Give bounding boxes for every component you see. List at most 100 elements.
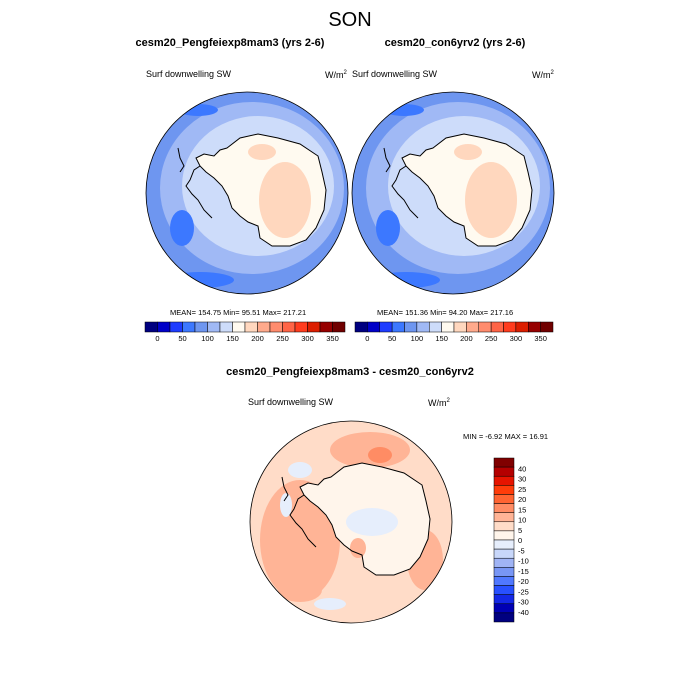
panel3-colorbar-swatch	[493, 457, 515, 468]
panel2-title: cesm20_con6yrv2 (yrs 2-6)	[384, 37, 526, 49]
panel3-colorbar-tick-label: 40	[518, 464, 526, 473]
panel2-colorbar-tick-label: 250	[485, 334, 498, 343]
panel2-colorbar-tick-label: 50	[388, 334, 396, 343]
panel1-map-border	[145, 91, 349, 295]
panel2-east-antarctica-high	[465, 162, 517, 238]
panel1-colorbar-swatch	[144, 321, 158, 333]
panel2-units: W/m2	[532, 70, 554, 80]
panel1-colorbar-swatch	[194, 321, 208, 333]
panel3-colorbar-swatch	[493, 475, 515, 486]
panel3-colorbar-tick-label: -30	[518, 598, 529, 607]
panel3-colorbar-swatch	[493, 466, 515, 477]
panel1-colorbar-swatch	[269, 321, 283, 333]
panel3-colorbar-swatch	[493, 512, 515, 523]
panel3-colorbar-tick-label: -10	[518, 557, 529, 566]
panel2-colorbar-swatch	[429, 321, 442, 333]
panel3-south-america-tip	[281, 476, 289, 502]
panel1-colorbar-tick-label: 150	[226, 334, 239, 343]
panel3-colorbar-tick-label: 25	[518, 485, 526, 494]
panel2-colorbar-swatch	[478, 321, 492, 333]
panel3-positive-north	[330, 432, 410, 468]
panel2-map	[351, 91, 555, 295]
panel3-colorbar-swatch	[493, 576, 515, 586]
panel1-colorbar-swatch	[232, 321, 246, 333]
panel2-colorbar-swatch	[453, 321, 467, 333]
panel2-map-border	[351, 91, 555, 295]
panel1-units: W/m2	[325, 70, 347, 80]
panel1-colorbar-swatch	[169, 321, 183, 333]
panel1-map	[145, 91, 349, 295]
panel3-negative-south	[314, 598, 346, 610]
panel3-colorbar-tick-label: 20	[518, 495, 526, 504]
panel1-peninsula	[185, 165, 213, 219]
panel3-colorbar-swatch	[493, 567, 515, 577]
panel3-colorbar-swatch	[493, 485, 515, 495]
panel3-land-negative	[346, 508, 398, 536]
panel2-colorbar-tick-label: 150	[435, 334, 448, 343]
panel1-colorbar-tick-label: 50	[178, 334, 186, 343]
panel1-coastline	[195, 133, 327, 247]
panel1-colorbar-swatch	[182, 321, 196, 333]
panel3-map	[249, 420, 453, 624]
panel3-colorbar-tick-label: -20	[518, 577, 529, 586]
panel3-map-border	[249, 420, 453, 624]
panel2-colorbar-swatch	[416, 321, 430, 333]
panel2-colorbar-swatch	[354, 321, 368, 333]
panel2-colorbar-tick-label: 200	[460, 334, 473, 343]
panel1-colorbar-tick-label: 350	[326, 334, 339, 343]
panel3-colorbar-swatch	[493, 585, 515, 595]
panel1-colorbar-swatch	[257, 321, 271, 333]
panel2-colorbar-swatch	[391, 321, 405, 333]
panel1-south-america-tip	[177, 147, 185, 173]
panel3-colorbar-swatch	[493, 594, 515, 605]
panel3-colorbar-swatch	[493, 503, 515, 513]
panel3-colorbar-swatch	[493, 612, 515, 623]
panel1-colorbar-swatch	[219, 321, 233, 333]
panel3-colorbar-tick-label: 0	[518, 536, 522, 545]
panel3-positive-peak	[368, 447, 392, 463]
panel3-colorbar-tick-label: -5	[518, 546, 525, 555]
panel1-colorbar-tick-label: 100	[201, 334, 214, 343]
panel3-title: cesm20_Pengfeiexp8mam3 - cesm20_con6yrv2	[226, 366, 474, 378]
panel2-stats: MEAN= 151.36 Min= 94.20 Max= 217.16	[377, 308, 514, 317]
panel2-colorbar-swatch	[490, 321, 504, 333]
panel3-colorbar-tick-label: -25	[518, 587, 529, 596]
panel3-colorbar-swatch	[493, 548, 515, 559]
panel1-colorbar-swatch	[207, 321, 221, 333]
panel2-colorbar-tick-label: 350	[534, 334, 547, 343]
panel1-colorbar-tick-label: 300	[301, 334, 314, 343]
panel1-colorbar-swatch	[294, 321, 308, 333]
panel2-colorbar-swatch	[441, 321, 455, 333]
panel3-colorbar-swatch	[493, 521, 515, 532]
panel1-stats: MEAN= 154.75 Min= 95.51 Max= 217.21	[170, 308, 307, 317]
panel2-colorbar-swatch	[379, 321, 393, 333]
panel2-colorbar: 0 50 100 150 200 250 300 350	[354, 321, 554, 343]
panel2-colorbar-swatch	[515, 321, 529, 333]
panel3-colorbar-swatch	[493, 539, 515, 550]
panel2-colorbar-swatch	[466, 321, 479, 333]
panel3-positive-west	[260, 480, 340, 600]
panel3-colorbar-tick-label: 15	[518, 505, 526, 514]
panel2-coastline	[401, 133, 533, 247]
panel3-colorbar-swatch	[493, 557, 515, 568]
panel1-colorbar-tick-label: 0	[155, 334, 159, 343]
panel1-title: cesm20_Pengfeiexp8mam3 (yrs 2-6)	[135, 37, 325, 49]
panel2-colorbar-swatch	[528, 321, 541, 333]
panel3-colorbar-tick-label: -15	[518, 567, 529, 576]
panel3-stats: MIN = -6.92 MAX = 16.91	[463, 432, 549, 441]
panel3-colorbar-tick-label: 5	[518, 526, 522, 535]
panel2-colorbar-tick-label: 0	[365, 334, 369, 343]
panel3-land-positive	[350, 538, 366, 558]
panel3-colorbar-swatch	[493, 603, 515, 614]
panel2-colorbar-swatch	[404, 321, 418, 333]
panel3-positive-southwest	[278, 578, 322, 602]
figure-title: SON	[328, 9, 372, 31]
panel3-colorbar-tick-label: 10	[518, 516, 526, 525]
panel2-colorbar-swatch	[540, 321, 554, 333]
panel3-units: W/m2	[428, 398, 450, 408]
panel3-colorbar-tick-label: -40	[518, 608, 529, 617]
panel2-colorbar-swatch	[367, 321, 380, 333]
panel2-variable-label: Surf downwelling SW	[352, 69, 438, 79]
